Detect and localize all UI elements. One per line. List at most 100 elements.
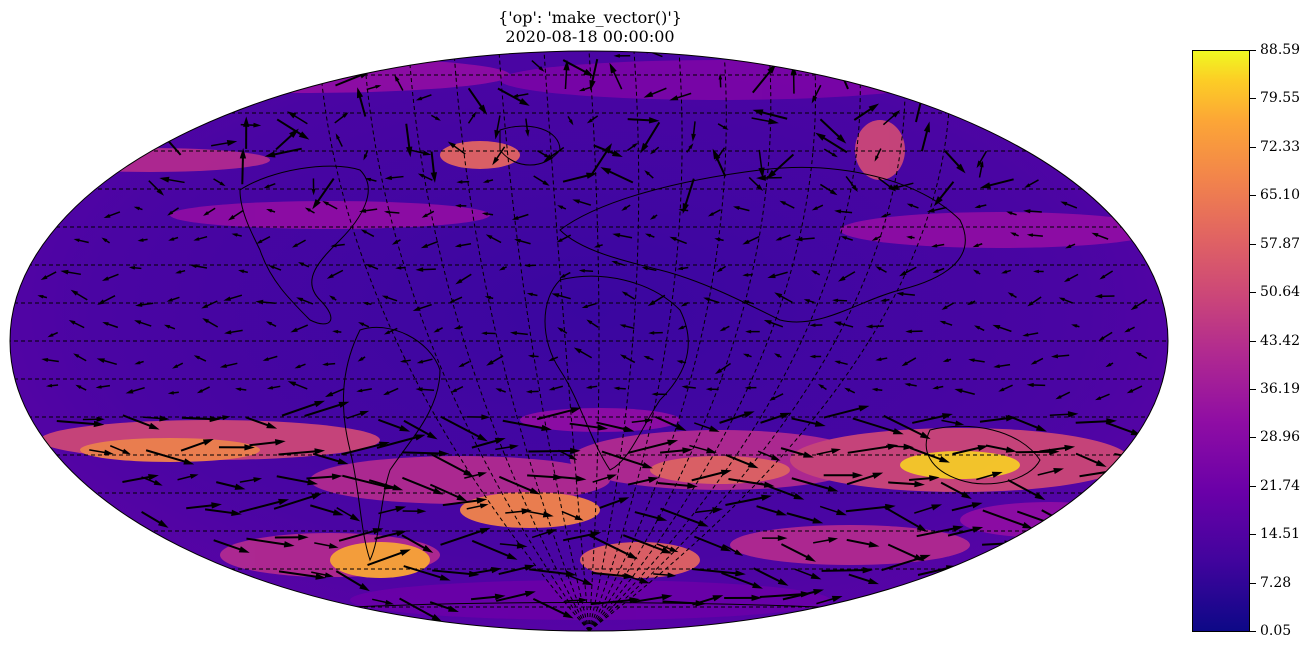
wind-arrow [415, 387, 435, 392]
wind-arrow [128, 266, 142, 270]
map-title-line1: {'op': 'make_vector()'} [498, 8, 682, 27]
wind-arrow [834, 209, 853, 214]
wind-arrow [875, 266, 887, 273]
wind-arrow [1051, 354, 1070, 359]
wind-arrow [951, 502, 983, 512]
wind-arrow [1063, 273, 1079, 282]
wind-arrow [1026, 233, 1043, 238]
wind-arrow [402, 476, 444, 495]
wind-arrow [101, 273, 119, 281]
wind-arrow [95, 384, 111, 389]
wind-arrow [627, 117, 660, 124]
wind-arrow [832, 298, 848, 303]
wind-arrow [680, 301, 689, 307]
wind-arrow [420, 240, 439, 249]
wind-arrow [586, 319, 599, 328]
wind-arrow [73, 353, 87, 362]
wind-arrow [974, 325, 985, 332]
wind-arrow [780, 543, 816, 562]
wind-arrow [338, 528, 384, 542]
wind-arrow [498, 266, 507, 271]
wind-arrow [725, 494, 772, 506]
wind-arrow [416, 358, 433, 364]
wind-arrow [589, 534, 638, 560]
wind-arrow [774, 292, 793, 304]
wind-arrow [73, 238, 89, 244]
wind-arrow [383, 387, 399, 396]
wind-arrow [932, 267, 945, 273]
wind-arrow [273, 493, 323, 510]
wind-arrow [551, 293, 571, 300]
wind-arrow [1023, 209, 1042, 214]
wind-arrow [816, 448, 841, 456]
wind-arrow [274, 534, 309, 541]
wind-arrow [717, 123, 729, 130]
wind-arrow [809, 323, 823, 328]
wind-arrow [141, 510, 169, 528]
wind-arrow [356, 388, 372, 393]
wind-arrow [324, 387, 345, 397]
meridian-line [453, 51, 590, 631]
wind-arrow [249, 439, 286, 447]
wind-arrow [718, 73, 723, 88]
wind-arrow [712, 148, 727, 177]
wind-arrow [724, 594, 762, 602]
wind-arrow [882, 110, 901, 126]
wind-arrow [920, 121, 930, 152]
wind-arrow [235, 387, 247, 392]
wind-arrow [557, 327, 568, 334]
colorbar-tick-label: 57.87 [1260, 235, 1301, 252]
wind-arrow [172, 362, 184, 369]
wind-arrow [322, 200, 338, 210]
wind-arrow [871, 235, 882, 241]
wind-arrow [527, 354, 539, 358]
wind-arrow [403, 419, 438, 440]
wind-arrow [456, 180, 470, 184]
wind-arrow [644, 233, 655, 238]
wind-arrow [742, 353, 752, 358]
wind-arrow [853, 103, 880, 121]
wind-arrow [312, 177, 335, 210]
wind-arrow [573, 347, 593, 359]
wind-arrow [395, 266, 406, 270]
wind-arrow [1095, 393, 1110, 401]
wind-arrow [643, 87, 667, 98]
wind-arrow [968, 358, 985, 363]
wind-arrow [141, 476, 163, 486]
wind-arrow [654, 415, 687, 431]
wind-arrow [596, 421, 635, 433]
wind-arrow [978, 160, 984, 178]
wind-arrow [399, 597, 443, 622]
wind-arrow [556, 234, 572, 243]
wind-arrow [722, 544, 744, 556]
colorbar-tick [1250, 98, 1256, 100]
wind-arrow [1027, 296, 1042, 307]
wind-arrow [311, 178, 316, 196]
wind-arrow [357, 356, 366, 362]
wind-arrow [376, 434, 426, 449]
wind-arrow [365, 263, 379, 270]
wind-arrow [330, 243, 345, 248]
wind-arrow [134, 360, 144, 365]
wind-arrow [497, 87, 530, 106]
wind-arrow [581, 302, 597, 308]
meridian-line [588, 51, 772, 631]
colorbar-tick-label: 7.28 [1260, 574, 1292, 591]
wind-arrow [1126, 385, 1143, 394]
wind-arrow [278, 448, 326, 456]
wind-arrow [815, 132, 848, 154]
wind-arrow [1071, 324, 1080, 328]
wind-arrow [619, 354, 636, 364]
wind-arrow [1130, 298, 1148, 311]
wind-arrow [193, 235, 208, 241]
wind-arrow [383, 210, 400, 214]
wind-arrow [952, 444, 989, 456]
wind-arrow [589, 58, 599, 91]
wind-arrow [760, 412, 791, 424]
wind-arrow [578, 268, 594, 273]
wind-arrow [223, 294, 243, 301]
wind-arrow [691, 469, 732, 482]
wind-arrow [586, 115, 599, 124]
wind-arrow [613, 386, 626, 391]
